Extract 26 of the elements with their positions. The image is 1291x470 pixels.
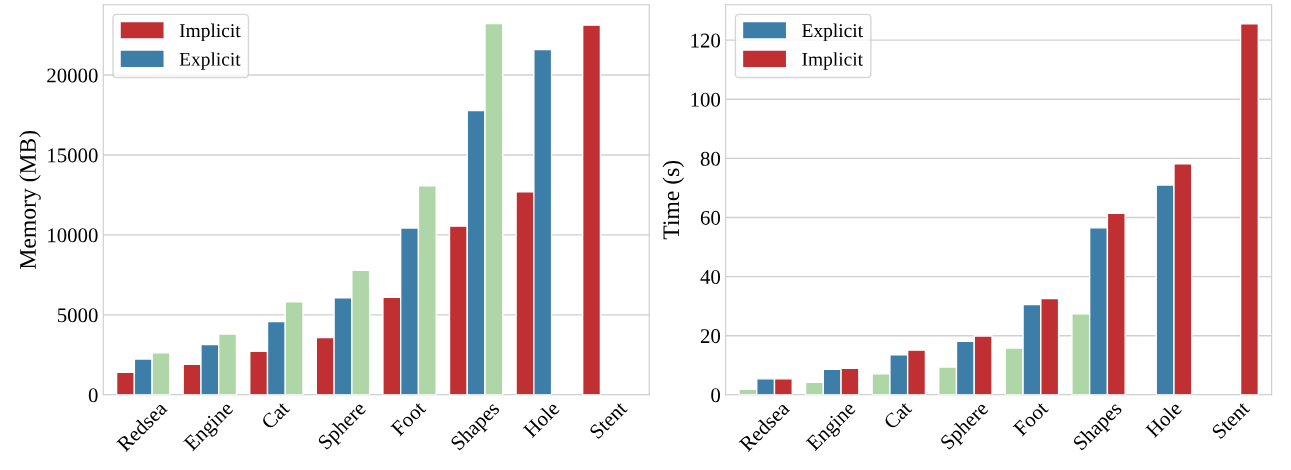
y-tick-label: 80 (700, 151, 721, 166)
y-tick-label: 20000 (47, 68, 98, 83)
y-tick-label: 20 (700, 329, 721, 344)
y-tick-label: 10000 (48, 228, 98, 243)
x-tick-label: Hole (522, 400, 561, 439)
bar (1239, 23, 1260, 395)
y-tick-label: 120 (691, 33, 721, 48)
x-tick-label: Hole (1144, 400, 1183, 439)
y-tick-label: 100 (691, 92, 721, 107)
x-tick-label: Cat (260, 400, 291, 430)
y-tick-label: 5000 (57, 308, 98, 323)
legend-label: Explicit (802, 23, 863, 42)
legend-label: Implicit (179, 23, 241, 42)
x-tick-label: Foot (390, 400, 427, 437)
x-tick-label: Foot (1012, 400, 1050, 437)
bar (581, 24, 602, 395)
y-tick-label: 40 (700, 269, 721, 285)
legend-label: Explicit (179, 52, 241, 70)
y-tick-label: 0 (88, 388, 98, 403)
legend-label: Implicit (802, 52, 863, 70)
x-tick-label: Cat (882, 400, 913, 430)
y-tick-label: 15000 (48, 148, 98, 163)
y-tick-label: 60 (700, 210, 721, 225)
y-tick-label: 0 (711, 388, 721, 403)
y-axis-title: Time (s) (662, 160, 685, 240)
y-axis-title: Memory (MB) (19, 130, 41, 269)
